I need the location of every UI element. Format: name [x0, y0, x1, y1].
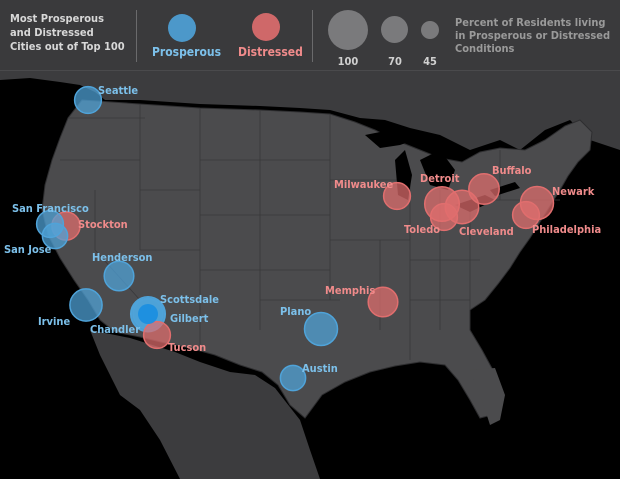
- city-label-buffalo: Buffalo: [492, 164, 532, 177]
- city-marker-irvine: [69, 288, 103, 322]
- city-label-plano: Plano: [280, 305, 311, 318]
- city-label-san-jose: San Jose: [4, 243, 52, 256]
- city-label-irvine: Irvine: [38, 315, 70, 328]
- florida: [470, 368, 505, 425]
- city-label-tucson: Tucson: [168, 341, 206, 354]
- city-marker-henderson: [103, 260, 135, 292]
- city-marker-plano: [303, 311, 339, 347]
- city-label-stockton: Stockton: [78, 218, 128, 231]
- city-label-cleveland: Cleveland: [459, 225, 514, 238]
- legend-title: Most Prosperous and Distressed Cities ou…: [10, 12, 125, 53]
- city-marker-milwaukee: [382, 181, 412, 211]
- city-label-detroit: Detroit: [420, 172, 460, 185]
- city-marker-san-jose: [41, 222, 69, 250]
- city-label-philadelphia: Philadelphia: [532, 223, 601, 236]
- city-marker-memphis: [367, 286, 399, 318]
- city-marker-seattle: [73, 85, 103, 115]
- prosperous-label: Prosperous: [152, 45, 221, 59]
- city-label-henderson: Henderson: [92, 251, 152, 264]
- size-label-large: 100: [337, 55, 359, 68]
- size-swatch-medium: [381, 16, 408, 43]
- city-markers: Seattle San Francisco San Jose Stockton Hend…: [4, 84, 601, 392]
- city-label-seattle: Seattle: [98, 84, 138, 97]
- canada-land: [0, 70, 620, 150]
- size-label-small: 45: [423, 55, 437, 68]
- city-label-austin: Austin: [302, 362, 338, 375]
- city-label-toledo: Toledo: [404, 223, 440, 236]
- city-marker-buffalo: [468, 173, 500, 205]
- prosperous-swatch: [168, 14, 196, 42]
- size-label-medium: 70: [388, 55, 402, 68]
- city-label-chandler: Chandler: [90, 323, 140, 336]
- size-swatch-small: [421, 21, 439, 39]
- city-label-scottsdale: Scottsdale: [160, 293, 219, 306]
- size-swatch-large: [328, 10, 368, 50]
- city-label-memphis: Memphis: [325, 284, 375, 297]
- legend-bar: Most Prosperous and Distressed Cities ou…: [0, 0, 620, 71]
- distressed-swatch: [252, 13, 280, 41]
- distressed-label: Distressed: [238, 45, 303, 59]
- legend-divider: [136, 10, 137, 62]
- size-description: Percent of Residents living in Prosperou…: [455, 16, 611, 55]
- city-marker-philadelphia: [511, 200, 541, 230]
- city-label-newark: Newark: [552, 185, 595, 198]
- city-marker-toledo: [429, 202, 459, 232]
- state-borders: [60, 104, 560, 360]
- us-land: [41, 99, 593, 419]
- city-label-san-francisco: San Francisco: [12, 202, 89, 215]
- city-marker-cluster-core: [138, 304, 158, 324]
- legend-divider: [312, 10, 313, 62]
- city-label-milwaukee: Milwaukee: [334, 178, 393, 191]
- city-marker-austin: [279, 364, 307, 392]
- city-marker-tucson: [142, 320, 172, 350]
- mexico-land: [90, 330, 320, 479]
- city-label-gilbert: Gilbert: [170, 312, 209, 325]
